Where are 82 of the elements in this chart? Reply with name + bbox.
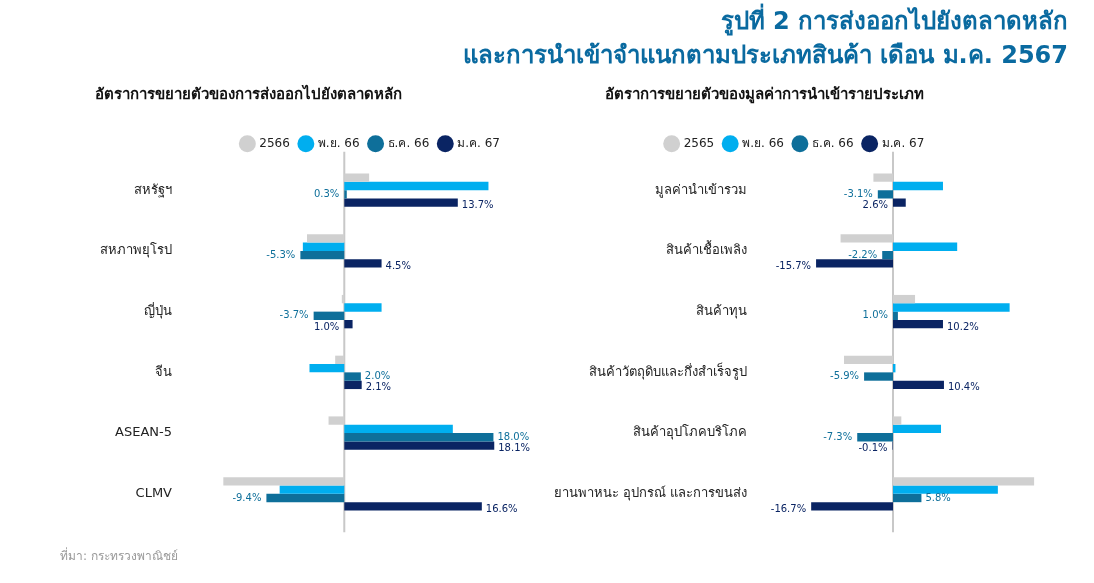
- y-tick-label: มูลค่านำเข้ารวม: [655, 181, 747, 198]
- y-tick-label: สหภาพยุโรป: [100, 242, 172, 259]
- data-label: 2.6%: [862, 199, 888, 211]
- bar: [811, 502, 893, 511]
- legend-label: พ.ย. 66: [742, 135, 784, 150]
- y-tick-label: สินค้าเชื้อเพลิง: [666, 240, 747, 258]
- legend-label: พ.ย. 66: [317, 135, 360, 150]
- data-label: 4.5%: [385, 260, 411, 272]
- data-label: 10.2%: [946, 320, 979, 332]
- bar: [302, 242, 345, 251]
- data-label: -7.3%: [823, 430, 853, 442]
- bar: [344, 181, 489, 191]
- y-tick-label: จีน: [155, 363, 172, 379]
- legend-label: ธ.ค. 66: [387, 135, 430, 150]
- bar: [344, 190, 347, 199]
- data-label: 10.4%: [947, 381, 980, 393]
- data-label: 18.0%: [497, 430, 530, 442]
- data-label: -2.2%: [848, 248, 878, 260]
- bar: [893, 198, 906, 207]
- bar: [864, 372, 893, 381]
- bar: [893, 181, 943, 191]
- data-label: 5.8%: [925, 491, 951, 503]
- legend-label: ม.ค. 67: [457, 135, 501, 150]
- bar: [877, 190, 893, 199]
- bar: [893, 424, 942, 434]
- data-label: 0.3%: [313, 187, 340, 199]
- bar: [857, 433, 893, 442]
- bar: [344, 433, 494, 442]
- bar: [344, 424, 453, 434]
- y-tick-label: สินค้าอุปโภคบริโภค: [633, 424, 747, 441]
- data-label: -5.9%: [830, 370, 860, 382]
- text: รูปที่ 2 การส่งออกไปยังตลาดหลัก และการนำเข้าจำแนกตามประเภทสินค้า เดือน ม.ค. 2567: [462, 4, 1068, 71]
- data-label: 16.6%: [485, 502, 518, 514]
- bar: [344, 198, 458, 207]
- y-tick-label: สินค้าทุน: [696, 303, 747, 320]
- legend-label: 2566: [259, 135, 290, 150]
- bar: [893, 493, 922, 503]
- data-label: 18.1%: [498, 442, 531, 454]
- data-label: 1.0%: [862, 309, 888, 321]
- chart-subtitle: อัตราการขยายตัวของมูลค่าการนำเข้ารายประเภท: [605, 84, 924, 106]
- bar: [882, 250, 893, 260]
- bar: [344, 441, 495, 450]
- bar: [344, 303, 382, 312]
- bar: [344, 372, 361, 381]
- data-label: 13.7%: [461, 199, 494, 211]
- bar: [893, 311, 898, 320]
- y-tick-label: ยานพาหนะ อุปกรณ์ และการขนส่ง: [553, 485, 747, 502]
- bar: [893, 319, 943, 329]
- legend-label: ธ.ค. 66: [811, 135, 854, 150]
- y-tick-label: ญี่ปุ่น: [144, 302, 172, 320]
- chart-subtitle: อัตราการขยายตัวของการส่งออกไปยังตลาดหลัก: [95, 83, 402, 105]
- data-label: 1.0%: [313, 320, 340, 332]
- bar: [344, 259, 382, 268]
- bar: [266, 493, 345, 503]
- legend-label: ม.ค. 67: [881, 135, 925, 150]
- data-label: -5.3%: [266, 248, 296, 260]
- bar: [344, 380, 362, 390]
- data-label: -3.7%: [279, 309, 309, 321]
- bar: [300, 250, 345, 260]
- data-label: 2.0%: [364, 370, 391, 382]
- data-label: -0.1%: [858, 442, 888, 454]
- data-label: -9.4%: [232, 491, 262, 503]
- bar: [893, 485, 998, 494]
- bar: [893, 380, 944, 390]
- bar: [309, 364, 345, 373]
- y-tick-label: สหรัฐฯ: [134, 181, 172, 198]
- bar: [344, 319, 353, 329]
- y-tick-label: สินค้าวัตถุดิบและกึ่งสำเร็จรูป: [589, 361, 747, 380]
- bar: [344, 502, 482, 511]
- bar: [816, 259, 893, 268]
- legend-label: 2565: [683, 135, 715, 150]
- bar: [279, 485, 345, 494]
- data-label: -15.7%: [775, 260, 812, 272]
- y-tick-label: ASEAN-5: [115, 424, 172, 440]
- bar: [893, 303, 1010, 312]
- y-tick-label: CLMV: [135, 485, 173, 501]
- bar: [893, 242, 958, 251]
- data-label: -16.7%: [770, 502, 807, 514]
- data-label: -3.1%: [843, 187, 873, 199]
- bar: [313, 311, 345, 320]
- data-label: 2.1%: [365, 381, 392, 393]
- text: ที่มา: กระทรวงพาณิชย์: [60, 546, 178, 565]
